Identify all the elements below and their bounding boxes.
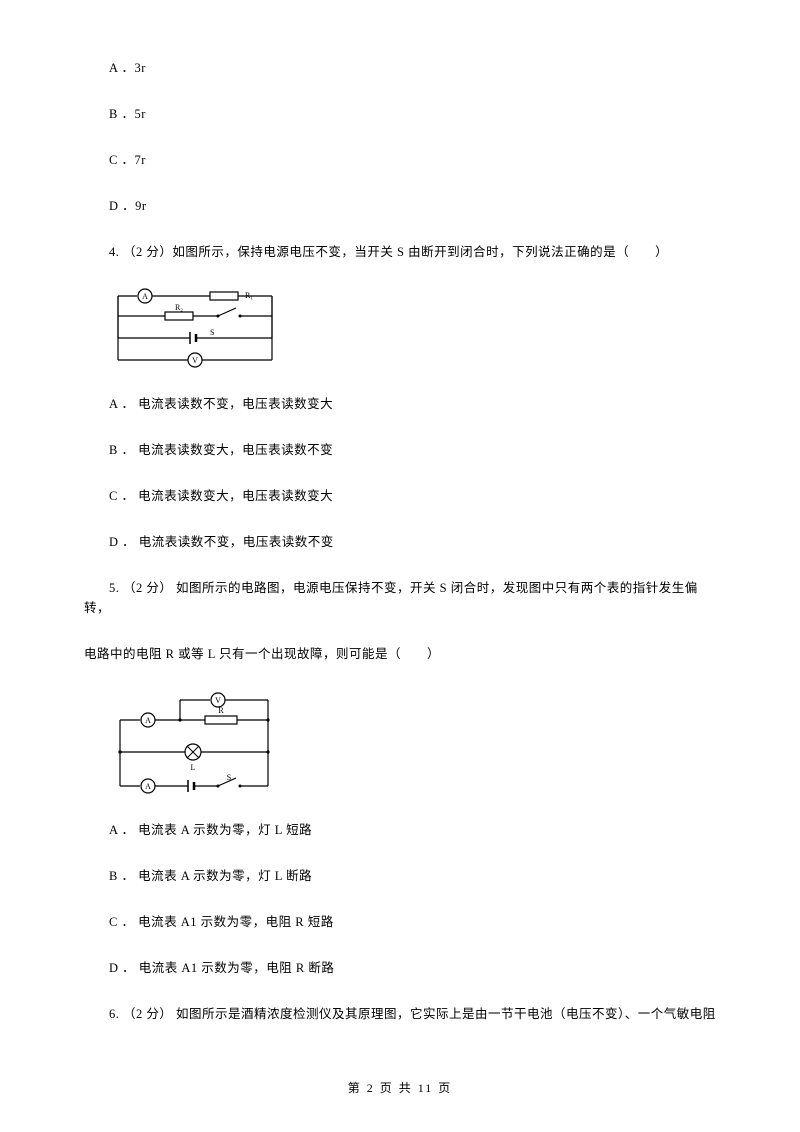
- q5-stem-line1: 5. （2 分） 如图所示的电路图，电源电压保持不变，开关 S 闭合时，发现图中…: [84, 578, 716, 618]
- page-footer: 第 2 页 共 11 页: [0, 1079, 800, 1096]
- q5-option-a: A ． 电流表 A 示数为零，灯 L 短路: [84, 820, 716, 840]
- q3-option-d: D ．9r: [84, 196, 716, 216]
- voltmeter-label: V: [215, 696, 221, 705]
- q5-option-d: D ． 电流表 A1 示数为零，电阻 R 断路: [84, 958, 716, 978]
- ammeter-label: A: [142, 292, 148, 301]
- lamp-label: L: [191, 763, 196, 772]
- q3-option-c: C ．7r: [84, 150, 716, 170]
- q3-option-a: A ．3r: [84, 58, 716, 78]
- resistor-label: R: [218, 706, 224, 715]
- voltmeter-label: V: [192, 356, 198, 365]
- q5-stem-line2: 电路中的电阻 R 或等 L 只有一个出现故障，则可能是（ ）: [84, 644, 716, 664]
- q5-circuit-diagram: V A R L A: [110, 690, 716, 796]
- page-content: A ．3r B ．5r C ．7r D ．9r 4. （2 分）如图所示，保持电…: [0, 0, 800, 1090]
- q6-stem: 6. （2 分） 如图所示是酒精浓度检测仪及其原理图，它实际上是由一节干电池（电…: [84, 1004, 716, 1024]
- q5-option-b: B ． 电流表 A 示数为零，灯 L 断路: [84, 866, 716, 886]
- q4-option-c: C ． 电流表读数变大，电压表读数变大: [84, 486, 716, 506]
- ammeter1-label: A: [145, 716, 151, 725]
- q4-option-b: B ． 电流表读数变大，电压表读数不变: [84, 440, 716, 460]
- r2-label: R₂: [175, 303, 183, 312]
- switch-label: S: [210, 328, 214, 337]
- switch-label: S: [227, 773, 231, 782]
- ammeter-label: A: [145, 782, 151, 791]
- q4-circuit-diagram: A R₁ R₂ S V: [110, 288, 716, 370]
- q5-option-c: C ． 电流表 A1 示数为零，电阻 R 短路: [84, 912, 716, 932]
- q4-option-d: D ． 电流表读数不变，电压表读数不变: [84, 532, 716, 552]
- q3-option-b: B ．5r: [84, 104, 716, 124]
- q4-option-a: A ． 电流表读数不变，电压表读数变大: [84, 394, 716, 414]
- q4-stem: 4. （2 分）如图所示，保持电源电压不变，当开关 S 由断开到闭合时，下列说法…: [84, 242, 716, 262]
